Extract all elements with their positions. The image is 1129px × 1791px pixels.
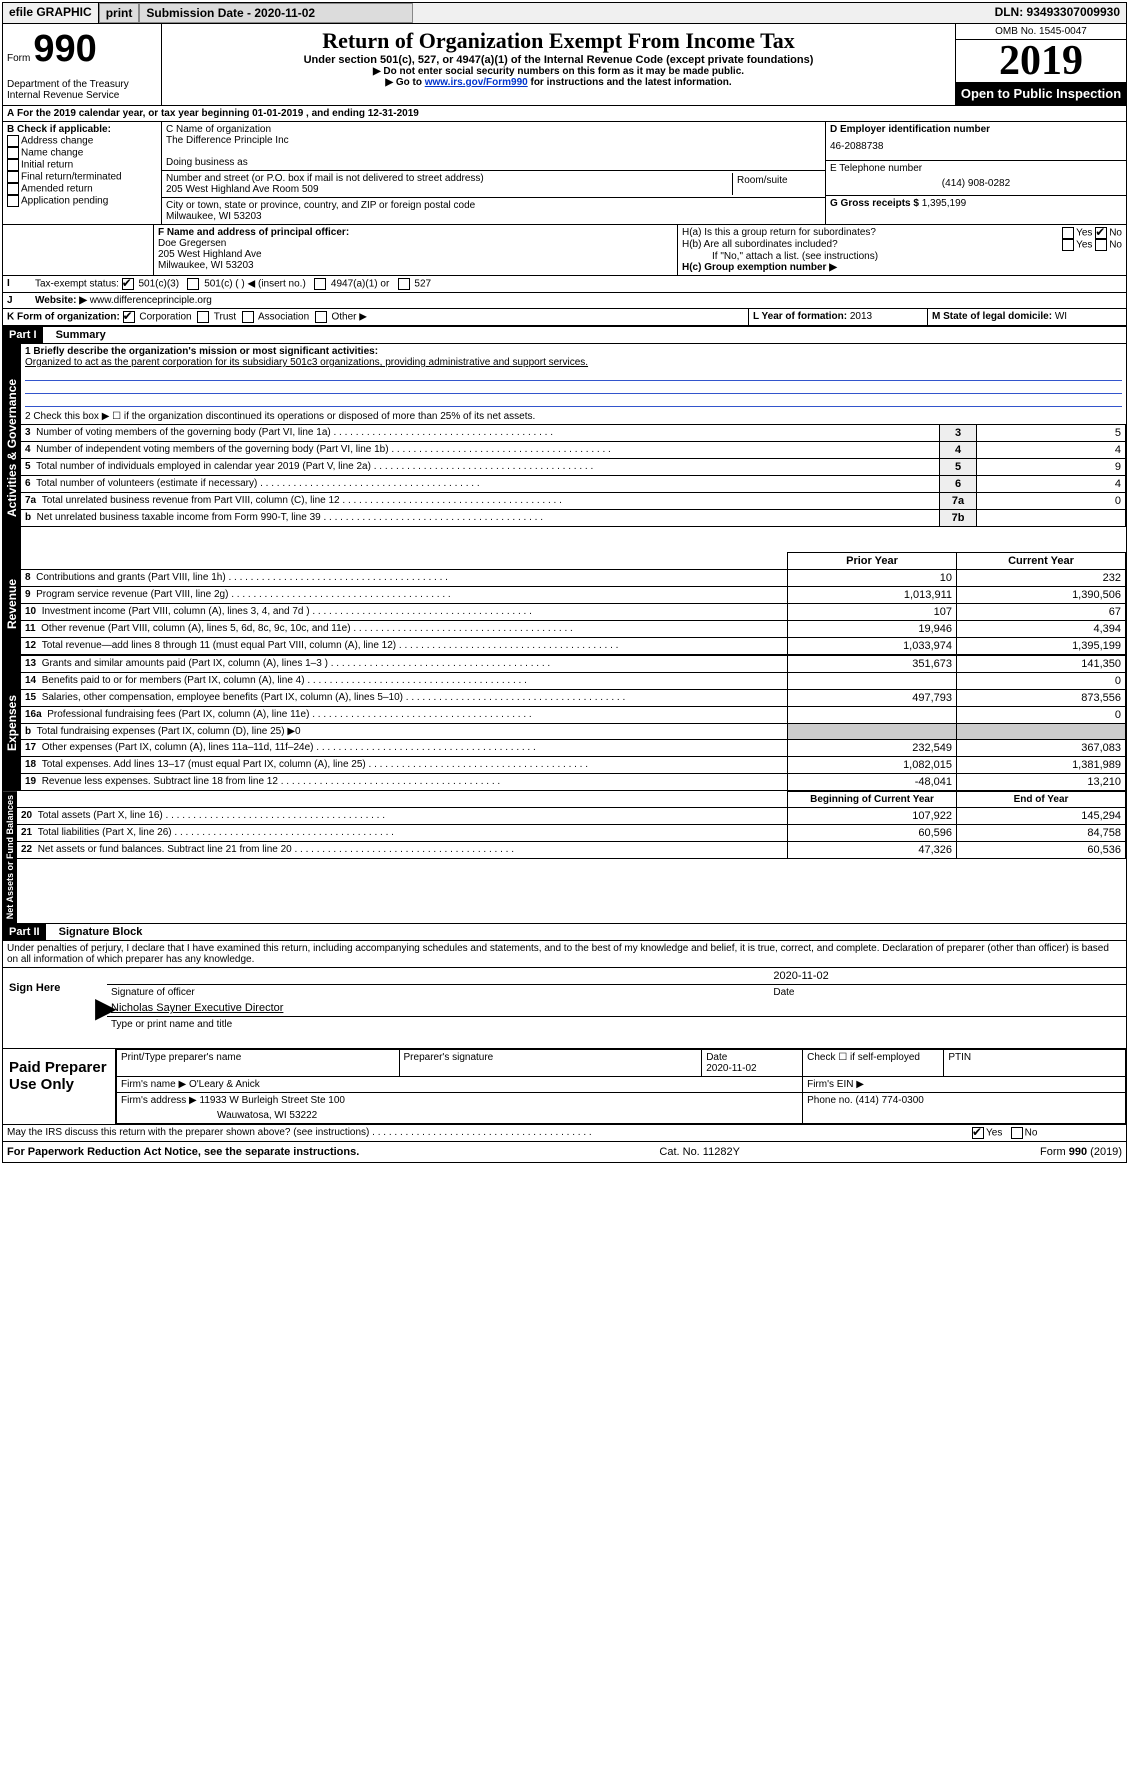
org-city: Milwaukee, WI 53203	[166, 211, 821, 222]
chk-name[interactable]: Name change	[7, 147, 157, 159]
discuss-row: May the IRS discuss this return with the…	[3, 1125, 1126, 1142]
form-title: Return of Organization Exempt From Incom…	[168, 28, 949, 54]
ein: 46-2088738	[830, 135, 1122, 158]
website: www.differenceprinciple.org	[90, 295, 212, 306]
chk-amended[interactable]: Amended return	[7, 183, 157, 195]
efile-label: efile GRAPHIC	[3, 3, 99, 23]
org-address: 205 West Highland Ave Room 509	[166, 184, 732, 195]
revenue-table: Prior Year Current Year 8 Contributions …	[21, 552, 1126, 655]
box-f: F Name and address of principal officer:…	[154, 225, 678, 275]
print-button[interactable]: print	[99, 3, 140, 23]
firm-phone: (414) 774-0300	[855, 1095, 923, 1106]
part1-header: Part I Summary	[3, 326, 1126, 344]
part1-body: Activities & Governance 1 Briefly descri…	[3, 344, 1126, 552]
paid-preparer-label: Paid Preparer Use Only	[3, 1049, 116, 1124]
footer: For Paperwork Reduction Act Notice, see …	[3, 1142, 1126, 1162]
phone: (414) 908-0282	[830, 174, 1122, 193]
box-c: C Name of organization The Difference Pr…	[162, 122, 825, 224]
chk-pending[interactable]: Application pending	[7, 195, 157, 207]
chk-discuss-yes[interactable]	[972, 1127, 984, 1139]
vlabel-expenses: Expenses	[3, 655, 21, 791]
vlabel-netassets: Net Assets or Fund Balances	[3, 791, 17, 923]
form-container: efile GRAPHIC print Submission Date - 20…	[2, 2, 1127, 1163]
note-ssn: ▶ Do not enter social security numbers o…	[168, 66, 949, 77]
fh-block: F Name and address of principal officer:…	[3, 225, 1126, 276]
tax-year: 2019	[956, 40, 1126, 82]
tax-period: A For the 2019 calendar year, or tax yea…	[3, 106, 1126, 122]
mission: Organized to act as the parent corporati…	[25, 357, 1122, 368]
box-j: J Website: ▶ www.differenceprinciple.org	[3, 293, 1126, 309]
box-h: H(a) Is this a group return for subordin…	[678, 225, 1126, 275]
dln-label: DLN: 93493307009930	[989, 3, 1126, 23]
netassets-section: Net Assets or Fund Balances Beginning of…	[3, 791, 1126, 923]
expenses-section: Expenses 13 Grants and similar amounts p…	[3, 655, 1126, 791]
box-b: B Check if applicable: Address change Na…	[3, 122, 162, 224]
submission-date: Submission Date - 2020-11-02	[139, 3, 413, 23]
perjury-statement: Under penalties of perjury, I declare th…	[3, 941, 1126, 968]
box-klm: K Form of organization: Corporation Trus…	[3, 309, 1126, 326]
chk-initial[interactable]: Initial return	[7, 159, 157, 171]
open-public: Open to Public Inspection	[956, 82, 1126, 105]
year-box: OMB No. 1545-0047 2019 Open to Public In…	[955, 24, 1126, 105]
dept-box: Department of the Treasury Internal Reve…	[3, 75, 162, 105]
chk-address[interactable]: Address change	[7, 135, 157, 147]
gross-receipts: 1,395,199	[922, 198, 967, 209]
irs-link[interactable]: www.irs.gov/Form990	[425, 77, 528, 88]
sign-here-label: Sign Here	[3, 968, 95, 1048]
expenses-table: 13 Grants and similar amounts paid (Part…	[21, 655, 1126, 791]
governance-table: 3 Number of voting members of the govern…	[21, 424, 1126, 527]
box-deg: D Employer identification number 46-2088…	[825, 122, 1126, 224]
org-name: The Difference Principle Inc	[166, 135, 821, 146]
title-box: Return of Organization Exempt From Incom…	[162, 24, 955, 105]
form-header: Form 990 Department of the Treasury Inte…	[3, 24, 1126, 106]
sign-here-block: Sign Here ▶ 2020-11-02 Signature of offi…	[3, 968, 1126, 1049]
chk-501c3[interactable]	[122, 278, 134, 290]
chk-final[interactable]: Final return/terminated	[7, 171, 157, 183]
box-i: I Tax-exempt status: 501(c)(3) 501(c) ( …	[3, 276, 1126, 293]
firm-name: O'Leary & Anick	[189, 1079, 260, 1090]
officer-name: Nicholas Sayner Executive Director	[107, 1000, 1126, 1017]
note-link: ▶ Go to www.irs.gov/Form990 for instruct…	[168, 77, 949, 88]
revenue-section: Revenue Prior Year Current Year 8 Contri…	[3, 552, 1126, 655]
part2-header: Part II Signature Block	[3, 923, 1126, 941]
entity-block: B Check if applicable: Address change Na…	[3, 122, 1126, 225]
netassets-table: Beginning of Current Year End of Year 20…	[17, 791, 1126, 859]
form-subtitle: Under section 501(c), 527, or 4947(a)(1)…	[168, 54, 949, 66]
form-number-box: Form 990	[3, 24, 162, 75]
vlabel-revenue: Revenue	[3, 552, 21, 655]
chk-discuss-no[interactable]	[1011, 1127, 1023, 1139]
vlabel-activities: Activities & Governance	[3, 344, 21, 552]
paid-preparer-block: Paid Preparer Use Only Print/Type prepar…	[3, 1049, 1126, 1125]
top-toolbar: efile GRAPHIC print Submission Date - 20…	[3, 3, 1126, 24]
